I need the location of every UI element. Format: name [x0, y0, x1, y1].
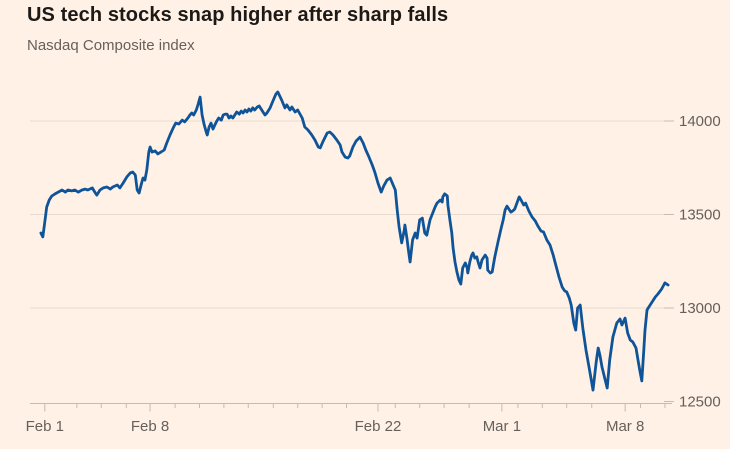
- x-axis-label: Mar 8: [606, 418, 644, 435]
- x-axis-label: Mar 1: [483, 418, 521, 435]
- x-axis-label: Feb 1: [26, 418, 64, 435]
- chart-subtitle: Nasdaq Composite index: [27, 37, 195, 54]
- x-axis-label: Feb 8: [131, 418, 169, 435]
- y-axis-label: 13000: [679, 300, 721, 317]
- x-axis-label: Feb 22: [355, 418, 402, 435]
- y-axis-label: 13500: [679, 207, 721, 224]
- price-line: [39, 90, 670, 392]
- y-axis-label: 14000: [679, 113, 721, 130]
- y-axis-label: 12500: [679, 394, 721, 411]
- chart-title: US tech stocks snap higher after sharp f…: [27, 4, 449, 26]
